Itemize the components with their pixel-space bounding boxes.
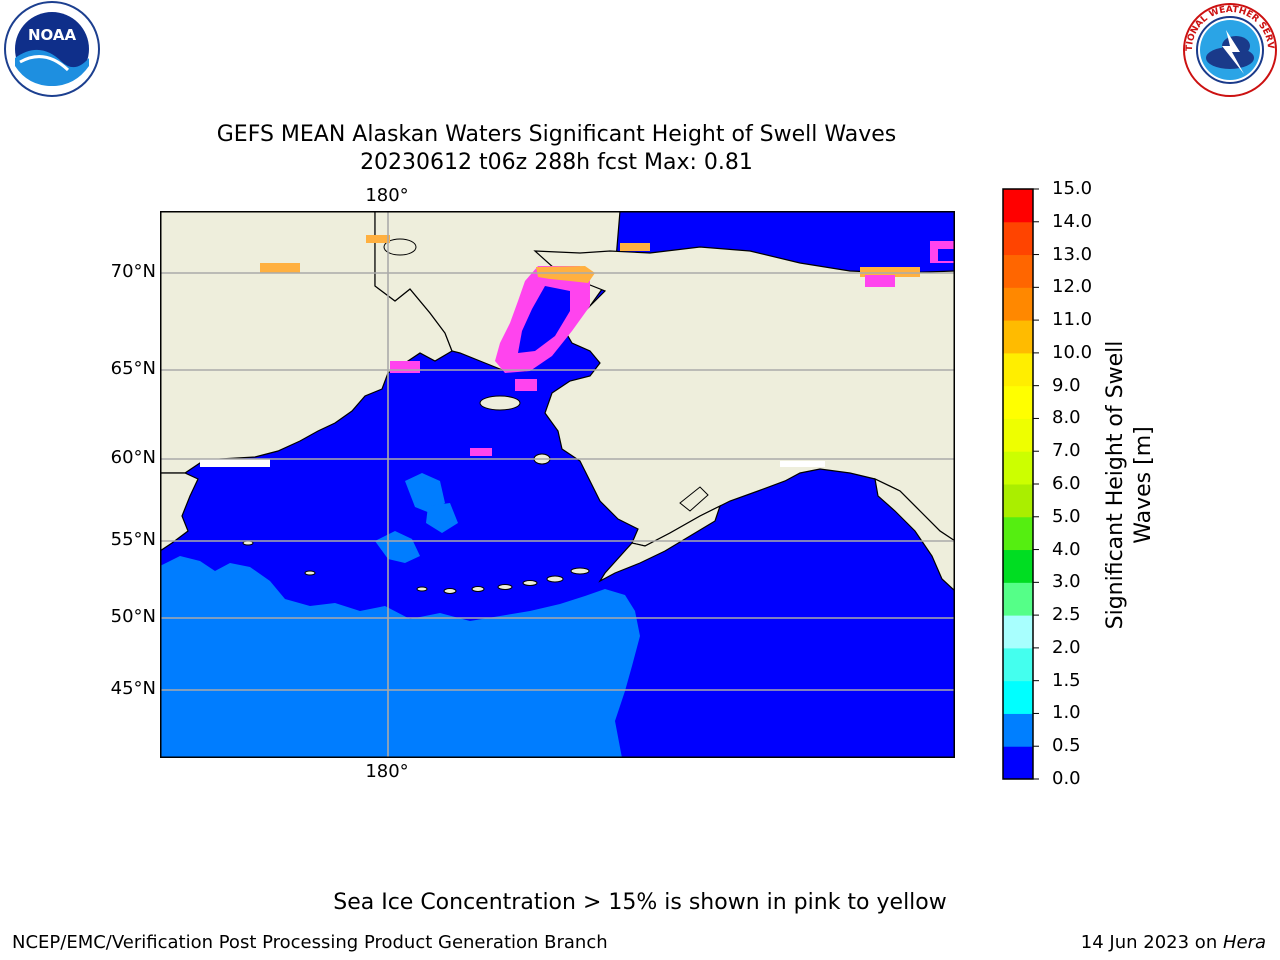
colorbar-bin	[1003, 746, 1033, 780]
aleutian-islands	[242, 540, 590, 594]
colorbar-tick-label: 0.0	[1052, 768, 1081, 789]
colorbar-bin	[1003, 418, 1033, 452]
sea-ice-beaufort-1	[620, 243, 650, 251]
lat-label-65n: 65°N	[110, 358, 156, 379]
lon-label-top: 180°	[365, 185, 409, 206]
noaa-logo: NOAA	[4, 1, 100, 97]
colorbar-bin	[1003, 189, 1033, 223]
sea-ice-anadyr	[390, 361, 420, 373]
lat-label-45n: 45°N	[110, 678, 156, 699]
chart-subtitle: 20230612 t06z 288h fcst Max: 0.81	[360, 150, 753, 175]
colorbar-tick-label: 14.0	[1052, 210, 1093, 232]
colorbar-label: Significant Height of Swell Waves [m]	[1103, 340, 1156, 630]
swell-patch-3	[426, 503, 458, 533]
lat-label-60n: 60°N	[110, 447, 156, 468]
lon-label-bottom: 180°	[365, 761, 409, 782]
colorbar-bin	[1003, 221, 1033, 256]
colorbar-bin	[1003, 287, 1033, 321]
sea-ice-beaufort-5	[938, 249, 954, 261]
noaa-logo-text: NOAA	[28, 26, 77, 44]
footer-credit: NCEP/EMC/Verification Post Processing Pr…	[12, 932, 608, 953]
colorbar-bin	[1003, 451, 1033, 485]
colorbar-bin	[1003, 254, 1033, 288]
colorbar-tick-label: 11.0	[1052, 309, 1093, 331]
sea-ice-beaufort-2	[860, 267, 920, 277]
colorbar-tick-label: 12.0	[1052, 276, 1093, 298]
colorbar-bin	[1003, 713, 1033, 747]
no-data-strip-west	[200, 459, 270, 467]
colorbar-tick-label: 3.0	[1052, 571, 1081, 593]
land-st-lawrence-island	[479, 395, 521, 411]
colorbar-bin	[1003, 385, 1033, 419]
land-alaska-peninsula	[598, 504, 722, 583]
colorbar-bin	[1003, 680, 1033, 714]
footer-date: 14 Jun 2023 on Hera	[1081, 932, 1266, 953]
colorbar-bin	[1003, 516, 1033, 551]
colorbar-bin	[1003, 484, 1033, 518]
land-se-alaska	[874, 477, 954, 591]
colorbar-bin	[1003, 320, 1033, 354]
swell-band-mid	[160, 556, 640, 757]
colorbar-tick-label: 6.0	[1052, 473, 1081, 494]
sea-ice-beaufort-3	[865, 275, 895, 287]
colorbar-tick-label: 10.0	[1052, 341, 1093, 363]
sea-ice-wrangel	[366, 235, 390, 243]
footer-date-text: 14 Jun 2023 on	[1080, 932, 1223, 953]
land-kodiak-island	[679, 486, 709, 512]
colorbar-tick-label: 2.0	[1052, 636, 1081, 658]
colorbar-tick-label: 1.0	[1052, 702, 1081, 724]
colorbar-bin	[1003, 647, 1033, 682]
lat-label-50n: 50°N	[110, 606, 156, 627]
sea-ice-note: Sea Ice Concentration > 15% is shown in …	[333, 890, 947, 915]
colorbar-tick-label: 9.0	[1052, 374, 1081, 396]
colorbar-tick-label: 15.0	[1052, 178, 1093, 199]
colorbar-bin	[1003, 582, 1033, 616]
lat-label-70n: 70°N	[110, 261, 156, 282]
land-wrangel-island	[383, 238, 417, 256]
colorbar-tick-label: 13.0	[1052, 243, 1093, 265]
map-frame	[160, 211, 955, 758]
colorbar	[1002, 188, 1039, 780]
sea-ice-east-siberian	[260, 263, 300, 273]
land-kamchatka	[160, 472, 199, 552]
colorbar-tick-label: 0.5	[1052, 735, 1081, 757]
colorbar-tick-label: 1.5	[1052, 669, 1081, 691]
graticule	[160, 211, 954, 757]
map-panel	[160, 211, 955, 758]
colorbar-bin	[1003, 352, 1033, 387]
sea-ice-chukchi-core	[518, 286, 570, 353]
colorbar-bin	[1003, 615, 1033, 649]
sea-ice-chukchi-edge	[536, 266, 595, 283]
colorbar-bin	[1003, 549, 1033, 583]
colorbar-tick-label: 4.0	[1052, 538, 1081, 560]
sea-ice-norton	[515, 379, 537, 391]
chart-title: GEFS MEAN Alaskan Waters Significant Hei…	[216, 122, 897, 147]
lat-label-55n: 55°N	[110, 529, 156, 550]
swell-patch-2	[405, 473, 445, 513]
nws-logo: NATIONAL WEATHER SERVICE	[1178, 0, 1277, 97]
swell-patch-1	[375, 531, 420, 563]
footer-machine: Hera	[1222, 932, 1266, 953]
colorbar-tick-label: 2.5	[1052, 604, 1081, 626]
colorbar-tick-label: 8.0	[1052, 407, 1081, 429]
no-data-strip-east	[780, 461, 825, 467]
sea-ice-bering	[470, 448, 492, 456]
colorbar-tick-label: 5.0	[1052, 505, 1081, 527]
colorbar-tick-label: 7.0	[1052, 440, 1081, 462]
